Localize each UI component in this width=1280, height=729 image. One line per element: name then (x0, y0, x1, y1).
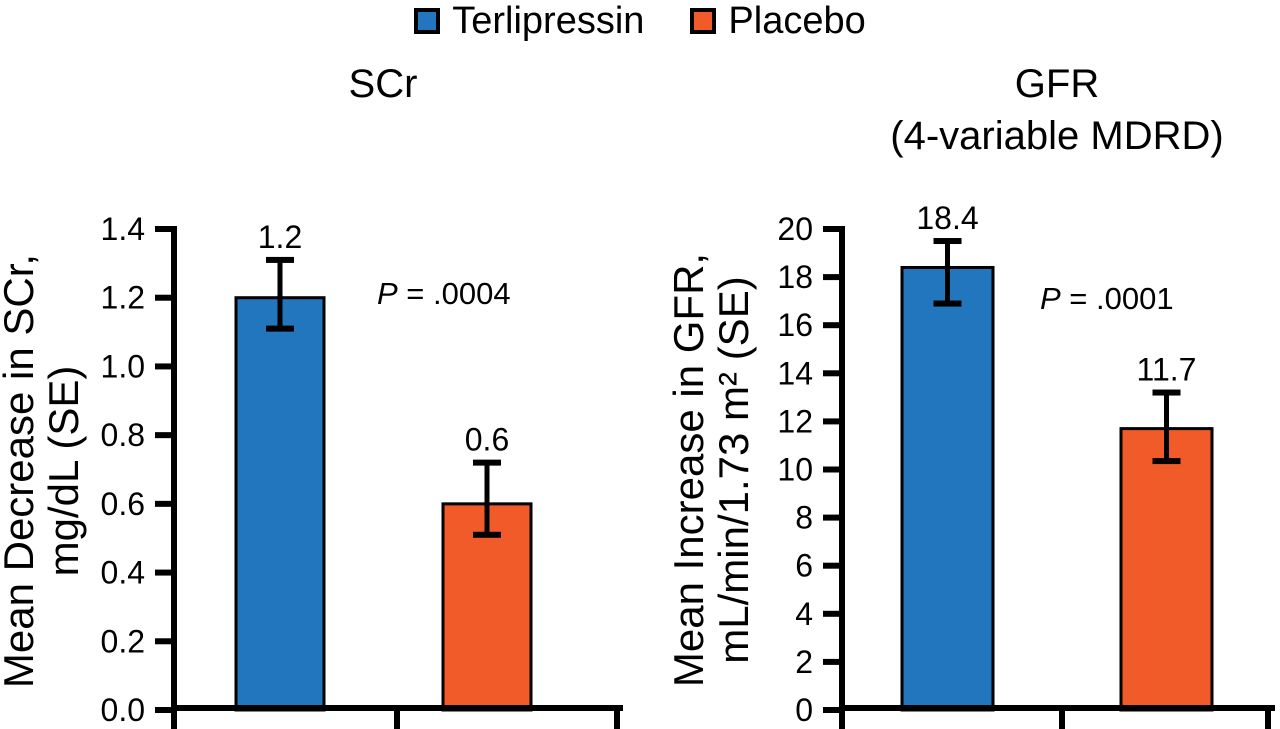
y-axis-tick (823, 658, 839, 665)
error-bar-cap-top (266, 256, 294, 263)
bar-value-label: 1.2 (258, 219, 302, 255)
bar-terlipressin (234, 296, 326, 712)
gfr-chart-title: GFR (4-variable MDRD) (890, 62, 1224, 158)
legend-label-placebo: Placebo (728, 0, 866, 42)
y-tick-label: 2 (795, 644, 813, 680)
y-axis (839, 226, 845, 729)
p-symbol: P (1040, 281, 1061, 316)
y-tick-label: 18 (777, 259, 813, 295)
gfr-chart: 0 2 4 6 8 10 12 14 16 18 20 18.4 11.7 (777, 200, 1275, 729)
error-bar-cap-bottom (1152, 458, 1181, 465)
error-bar-cap-bottom (473, 531, 501, 538)
bar-value-label: 0.6 (465, 422, 509, 458)
p-value-text: = .0004 (397, 276, 511, 311)
y-axis-tick (155, 363, 171, 370)
y-tick-label: 0.6 (101, 486, 145, 522)
legend-label-terlipressin: Terlipressin (452, 0, 645, 42)
y-tick-label: 6 (795, 548, 813, 584)
scr-chart: 0.0 0.2 0.4 0.6 0.8 1.0 1.2 1.4 1.2 0.6 (101, 211, 623, 729)
y-tick-label: 20 (777, 211, 813, 247)
y-tick-label: 8 (795, 500, 813, 536)
bar-value-label: 11.7 (1137, 352, 1197, 388)
x-axis-tick (394, 705, 400, 729)
y-axis-tick (155, 707, 171, 713)
y-axis-tick (823, 514, 839, 521)
scr-chart-title: SCr (348, 62, 418, 106)
legend-item-placebo: Placebo (690, 0, 866, 42)
terlipressin-swatch (414, 8, 441, 34)
gfr-p-value: P = .0001 (1040, 281, 1174, 317)
y-axis-tick (823, 707, 839, 713)
y-axis-tick (823, 274, 839, 281)
error-bar-stem (945, 241, 950, 304)
y-tick-label: 0 (795, 692, 813, 728)
bar-placebo (441, 502, 533, 712)
x-axis-tick (171, 705, 177, 729)
y-tick-label: 0.4 (101, 555, 145, 591)
y-axis-tick (823, 418, 839, 425)
legend-item-terlipressin: Terlipressin (414, 2, 644, 40)
y-tick-label: 1.4 (101, 211, 145, 247)
x-axis-tick (1265, 705, 1271, 729)
x-axis (839, 705, 1275, 711)
y-axis-tick (155, 432, 171, 439)
y-axis-tick (823, 370, 839, 377)
error-bar-cap-top (1152, 389, 1181, 396)
y-tick-label: 0.0 (101, 692, 145, 728)
y-tick-label: 4 (795, 596, 813, 632)
y-axis (171, 226, 177, 729)
y-tick-label: 12 (777, 403, 813, 439)
y-tick-label: 0.2 (101, 623, 145, 659)
error-bar-stem (1164, 392, 1169, 462)
error-bar-stem (484, 462, 490, 535)
y-axis-tick (823, 610, 839, 617)
y-axis-tick (823, 562, 839, 569)
y-tick-label: 1.0 (101, 348, 145, 384)
y-tick-label: 16 (777, 307, 813, 343)
y-axis-tick (155, 226, 171, 232)
y-tick-label: 10 (777, 452, 813, 488)
y-axis-tick (155, 638, 171, 645)
placebo-swatch (690, 8, 717, 34)
y-axis-tick (823, 226, 839, 232)
x-axis-tick (614, 705, 620, 729)
error-bar-cap-top (473, 459, 501, 466)
error-bar-cap-bottom (266, 325, 294, 332)
y-tick-label: 0.8 (101, 417, 145, 453)
y-axis-tick (155, 569, 171, 576)
p-value-text: = .0001 (1060, 281, 1174, 316)
y-axis-tick (823, 466, 839, 473)
p-symbol: P (377, 276, 398, 311)
x-axis-tick (839, 705, 845, 729)
y-axis-tick (823, 322, 839, 329)
error-bar-cap-bottom (933, 300, 962, 307)
error-bar-cap-top (933, 238, 962, 245)
y-tick-label: 1.2 (101, 280, 145, 316)
bar-terlipressin (900, 265, 995, 712)
scr-p-value: P = .0004 (377, 276, 511, 312)
y-axis-tick (155, 500, 171, 507)
error-bar-stem (277, 259, 283, 329)
bar-value-label: 18.4 (916, 200, 978, 236)
bar-placebo (1119, 427, 1214, 712)
y-axis-tick (155, 294, 171, 301)
y-tick-label: 14 (777, 355, 813, 391)
legend: Terlipressin Placebo (0, 2, 1280, 40)
x-axis-tick (1059, 705, 1065, 729)
